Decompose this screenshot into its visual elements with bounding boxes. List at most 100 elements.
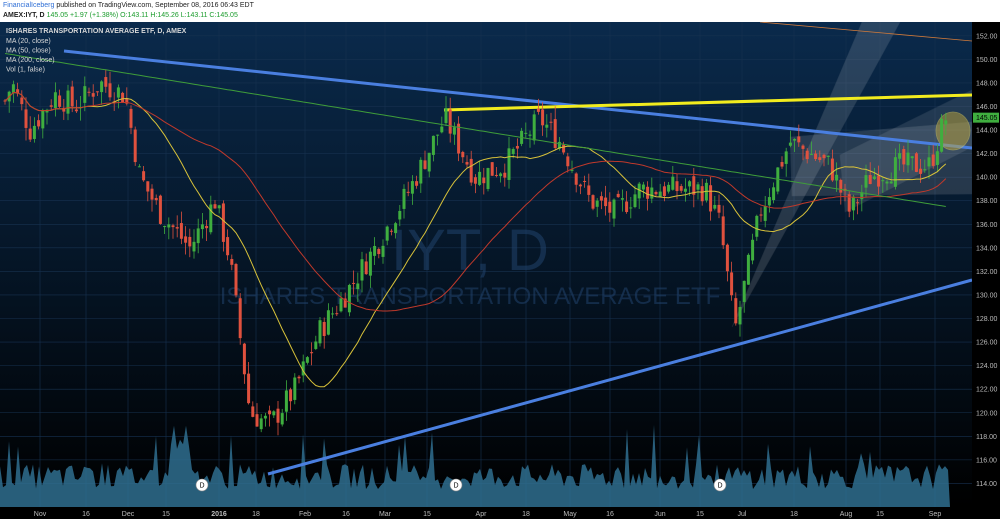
candle-body [730, 272, 734, 296]
candle-body [217, 205, 221, 209]
candle-body [66, 90, 70, 114]
candle-body [482, 177, 486, 184]
candle-body [347, 284, 351, 313]
candle-body [772, 187, 776, 201]
candle-body [927, 157, 931, 167]
candle-body [196, 228, 200, 244]
candle-body [872, 176, 876, 179]
candle-body [53, 92, 57, 108]
candle-body [310, 352, 314, 354]
candle-body [137, 166, 141, 168]
candle-body [402, 188, 406, 209]
candle-body [877, 175, 881, 187]
candle-body [541, 109, 545, 126]
candle-body [549, 121, 553, 123]
candle-body [179, 223, 183, 239]
dividend-marker [195, 478, 209, 492]
candle-body [759, 214, 763, 216]
publisher-link[interactable]: FinancialIceberg [3, 2, 55, 9]
candle-body [868, 175, 872, 185]
candle-body [62, 107, 66, 112]
candle-body [452, 127, 456, 135]
candle-body [742, 280, 746, 302]
candle-body [381, 245, 385, 257]
candle-body [835, 174, 839, 181]
publish-header: FinancialIceberg published on TradingVie… [0, 0, 1000, 22]
candle-body [108, 83, 112, 98]
candle-body [465, 162, 469, 165]
dividend-marker [449, 478, 463, 492]
ma200-line [4, 53, 946, 207]
time-tick-label: 2016 [211, 511, 227, 518]
candle-body [251, 406, 255, 417]
candle-body [494, 174, 498, 176]
candle-body [935, 151, 939, 165]
candle-body [234, 264, 238, 296]
candle-body [406, 191, 410, 193]
price-tick-label: 124.00 [976, 363, 998, 370]
candle-body [646, 186, 650, 199]
candle-body [893, 157, 897, 187]
candle-body [226, 237, 230, 256]
candle-body [436, 134, 440, 136]
candle-body [851, 196, 855, 211]
candle-body [154, 197, 158, 201]
price-tick-label: 128.00 [976, 316, 998, 323]
symbol-label: AMEX:IYT, D [3, 12, 45, 19]
candle-body [209, 204, 213, 233]
candle-body [104, 77, 108, 87]
candle-body [662, 186, 666, 196]
candle-body [360, 259, 364, 281]
candle-body [721, 216, 725, 246]
candle-body [32, 125, 36, 139]
candle-body [793, 139, 797, 141]
candle-body [822, 154, 826, 159]
indicator-legend[interactable]: MA (20, close) MA (50, close) MA (200, clo… [6, 38, 55, 74]
candle-body [419, 159, 423, 184]
price-tick-label: 122.00 [976, 387, 998, 394]
time-tick-label: 15 [423, 511, 431, 518]
candle-body [889, 181, 893, 184]
candle-body [297, 376, 301, 379]
ma20-line [4, 91, 947, 388]
candle-body [188, 236, 192, 247]
candle-body [423, 160, 427, 169]
price-tick-label: 120.00 [976, 410, 998, 417]
candle-body [272, 411, 276, 416]
candle-body [595, 200, 599, 207]
candle-body [205, 225, 209, 229]
candle-body [683, 188, 687, 192]
time-tick-label: 16 [82, 511, 90, 518]
time-axis[interactable]: Nov 16 Dec 15 2016 18 Feb 16 Mar 15 Apr 18 May 16 Jun 1… [0, 508, 1000, 519]
candle-body [830, 158, 834, 181]
candle-body [200, 224, 204, 230]
candle-body [599, 196, 603, 201]
candle-body [536, 108, 540, 112]
candle-body [578, 184, 582, 187]
candle-body [709, 185, 713, 212]
candle-body [314, 341, 318, 349]
candle-body [562, 144, 566, 153]
publish-line: FinancialIceberg published on TradingVie… [3, 0, 254, 11]
candle-body [566, 156, 570, 167]
candle-body [524, 132, 528, 134]
price-axis[interactable]: 152.00 150.00 148.00 146.00 144.00 142.00 140.… [972, 22, 1000, 519]
candle-body [121, 92, 125, 103]
candle-body [478, 171, 482, 185]
candle-body [431, 135, 435, 155]
time-tick-label: 15 [696, 511, 704, 518]
candle-body [717, 204, 721, 213]
candle-body [671, 176, 675, 190]
candle-body [507, 148, 511, 180]
candle-body [809, 154, 813, 156]
candle-body [238, 298, 242, 339]
time-axis-background [0, 508, 1000, 519]
candle-body [545, 124, 549, 128]
price-chart[interactable]: IYT, D ISHARES TRANSPORTATION AVERAGE ET… [0, 22, 1000, 519]
candle-body [805, 150, 809, 160]
candle-body [192, 241, 196, 252]
candle-body [305, 357, 309, 363]
published-text: published on TradingView.com, September … [56, 2, 254, 9]
